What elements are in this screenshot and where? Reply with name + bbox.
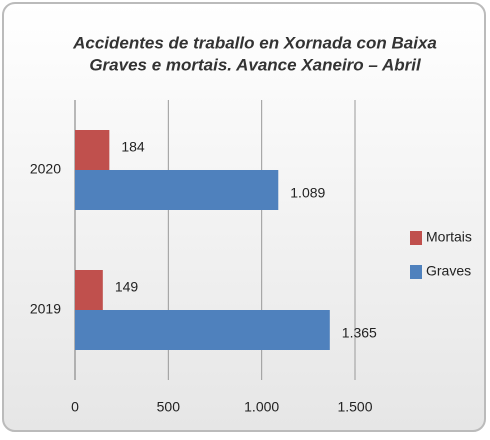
value-label: 149: [115, 279, 139, 295]
y-tick-label: 2020: [30, 161, 61, 177]
bar: [75, 270, 103, 310]
legend-label: Mortais: [426, 229, 472, 245]
legend-swatch: [410, 231, 422, 245]
chart-title: Accidentes de traballo en Xornada con Ba…: [72, 33, 437, 52]
legend-label: Graves: [426, 263, 471, 279]
value-label: 184: [121, 139, 145, 155]
value-label: 1.365: [342, 325, 377, 341]
x-tick-label: 1.500: [337, 399, 372, 415]
bar: [75, 170, 279, 210]
x-tick-label: 500: [157, 399, 181, 415]
x-tick-label: 1.000: [244, 399, 279, 415]
value-label: 1.089: [290, 185, 325, 201]
x-tick-label: 0: [71, 399, 79, 415]
legend-swatch: [410, 265, 422, 279]
y-tick-label: 2019: [30, 301, 61, 317]
chart-subtitle: Graves e mortais. Avance Xaneiro – Abril: [89, 55, 422, 74]
bar: [75, 310, 330, 350]
bar: [75, 130, 110, 170]
